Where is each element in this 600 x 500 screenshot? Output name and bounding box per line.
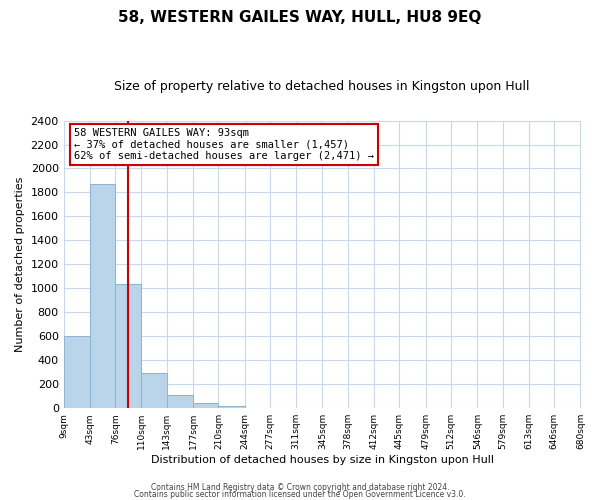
Y-axis label: Number of detached properties: Number of detached properties (15, 176, 25, 352)
Text: Contains public sector information licensed under the Open Government Licence v3: Contains public sector information licen… (134, 490, 466, 499)
Bar (218, 406, 245, 408)
Bar (142, 374, 167, 408)
Bar (193, 403, 218, 408)
Bar (167, 395, 193, 408)
X-axis label: Distribution of detached houses by size in Kingston upon Hull: Distribution of detached houses by size … (151, 455, 494, 465)
Bar (115, 284, 142, 408)
Bar (90, 184, 115, 408)
Title: Size of property relative to detached houses in Kingston upon Hull: Size of property relative to detached ho… (115, 80, 530, 93)
Text: 58, WESTERN GAILES WAY, HULL, HU8 9EQ: 58, WESTERN GAILES WAY, HULL, HU8 9EQ (118, 10, 482, 25)
Bar (64, 336, 90, 408)
Text: 58 WESTERN GAILES WAY: 93sqm
← 37% of detached houses are smaller (1,457)
62% of: 58 WESTERN GAILES WAY: 93sqm ← 37% of de… (74, 128, 374, 161)
Text: Contains HM Land Registry data © Crown copyright and database right 2024.: Contains HM Land Registry data © Crown c… (151, 484, 449, 492)
